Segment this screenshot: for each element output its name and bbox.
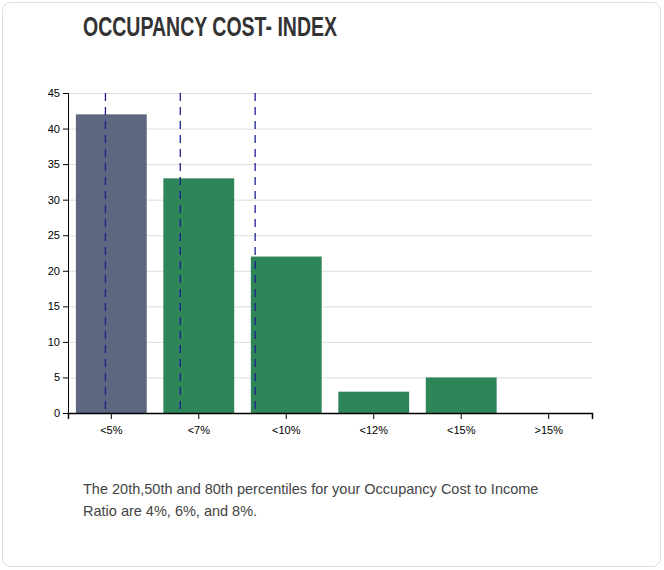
card bbox=[3, 3, 661, 567]
x-tick-label: <15% bbox=[447, 424, 476, 436]
x-tick-mark bbox=[198, 413, 199, 419]
y-tick-label: 45 bbox=[48, 87, 60, 99]
y-tick-label: 5 bbox=[54, 371, 60, 383]
marks bbox=[76, 93, 497, 413]
x-tick-label: >15% bbox=[534, 424, 563, 436]
y-tick-mark bbox=[63, 377, 68, 378]
x-tick-label: <7% bbox=[188, 424, 211, 436]
y-tick-mark bbox=[63, 271, 68, 272]
x-tick-mark bbox=[286, 413, 287, 419]
y-tick: 0 bbox=[54, 407, 68, 419]
note-text: The 20th,50th and 80th percentiles for y… bbox=[83, 481, 538, 497]
y-tick-label: 15 bbox=[48, 300, 60, 312]
y-tick: 40 bbox=[48, 123, 68, 135]
y-tick: 25 bbox=[48, 229, 68, 241]
y-axis: 0 5 10 15 20 25 30 35 40 45 bbox=[48, 87, 69, 419]
y-tick-mark bbox=[63, 164, 68, 165]
x-tick: >15% bbox=[534, 413, 563, 436]
y-tick-mark bbox=[63, 342, 68, 343]
y-tick-mark bbox=[63, 200, 68, 201]
x-axis: <5% <7% <10% <12% <15% >15% bbox=[69, 413, 593, 436]
y-tick: 15 bbox=[48, 300, 68, 312]
y-tick: 45 bbox=[48, 87, 68, 99]
note: The 20th,50th and 80th percentiles for y… bbox=[83, 481, 538, 519]
y-tick-label: 10 bbox=[48, 336, 60, 348]
bar bbox=[163, 178, 234, 413]
y-tick-label: 25 bbox=[48, 229, 60, 241]
y-tick-label: 0 bbox=[54, 407, 60, 419]
y-tick-label: 35 bbox=[48, 158, 60, 170]
y-tick: 30 bbox=[48, 194, 68, 206]
x-tick: <12% bbox=[360, 413, 389, 436]
plot: 0 5 10 15 20 25 30 35 40 45 <5% <7% <10% <12% <15% >15% bbox=[48, 87, 593, 436]
y-tick-mark bbox=[63, 306, 68, 307]
y-tick: 10 bbox=[48, 336, 68, 348]
percentile-line bbox=[254, 93, 255, 413]
x-tick-mark bbox=[111, 413, 112, 419]
percentile-line bbox=[105, 93, 106, 413]
grid bbox=[68, 94, 592, 414]
bar bbox=[426, 377, 497, 413]
x-tick-mark bbox=[373, 413, 374, 419]
title: OCCUPANCY COST- INDEX bbox=[83, 12, 337, 42]
x-axis-line bbox=[69, 414, 593, 420]
y-tick-label: 40 bbox=[48, 123, 60, 135]
y-tick: 20 bbox=[48, 265, 68, 277]
x-tick: <10% bbox=[272, 413, 301, 436]
y-tick-label: 20 bbox=[48, 265, 60, 277]
x-tick-mark bbox=[548, 413, 549, 419]
bar bbox=[338, 392, 409, 413]
x-tick: <15% bbox=[447, 413, 476, 436]
x-tick-label: <5% bbox=[100, 424, 123, 436]
x-tick: <7% bbox=[188, 413, 211, 436]
grid-line bbox=[68, 93, 592, 94]
y-tick: 35 bbox=[48, 158, 68, 170]
y-tick-mark bbox=[63, 129, 68, 130]
bar bbox=[251, 257, 322, 413]
y-tick-label: 30 bbox=[48, 194, 60, 206]
bar bbox=[76, 114, 147, 413]
y-tick-mark bbox=[63, 93, 68, 94]
x-tick-label: <12% bbox=[360, 424, 389, 436]
x-tick-label: <10% bbox=[272, 424, 301, 436]
y-tick: 5 bbox=[54, 371, 68, 383]
y-axis-line bbox=[63, 94, 69, 414]
percentile-line bbox=[180, 93, 181, 413]
y-tick-mark bbox=[63, 235, 68, 236]
x-tick-mark bbox=[461, 413, 462, 419]
x-tick: <5% bbox=[100, 413, 123, 436]
y-tick-mark bbox=[63, 413, 68, 414]
chart: OCCUPANCY COST- INDEX 0 5 10 15 20 25 30 35 40 45 <… bbox=[0, 0, 664, 570]
note-text: Ratio are 4%, 6%, and 8%. bbox=[83, 503, 257, 519]
